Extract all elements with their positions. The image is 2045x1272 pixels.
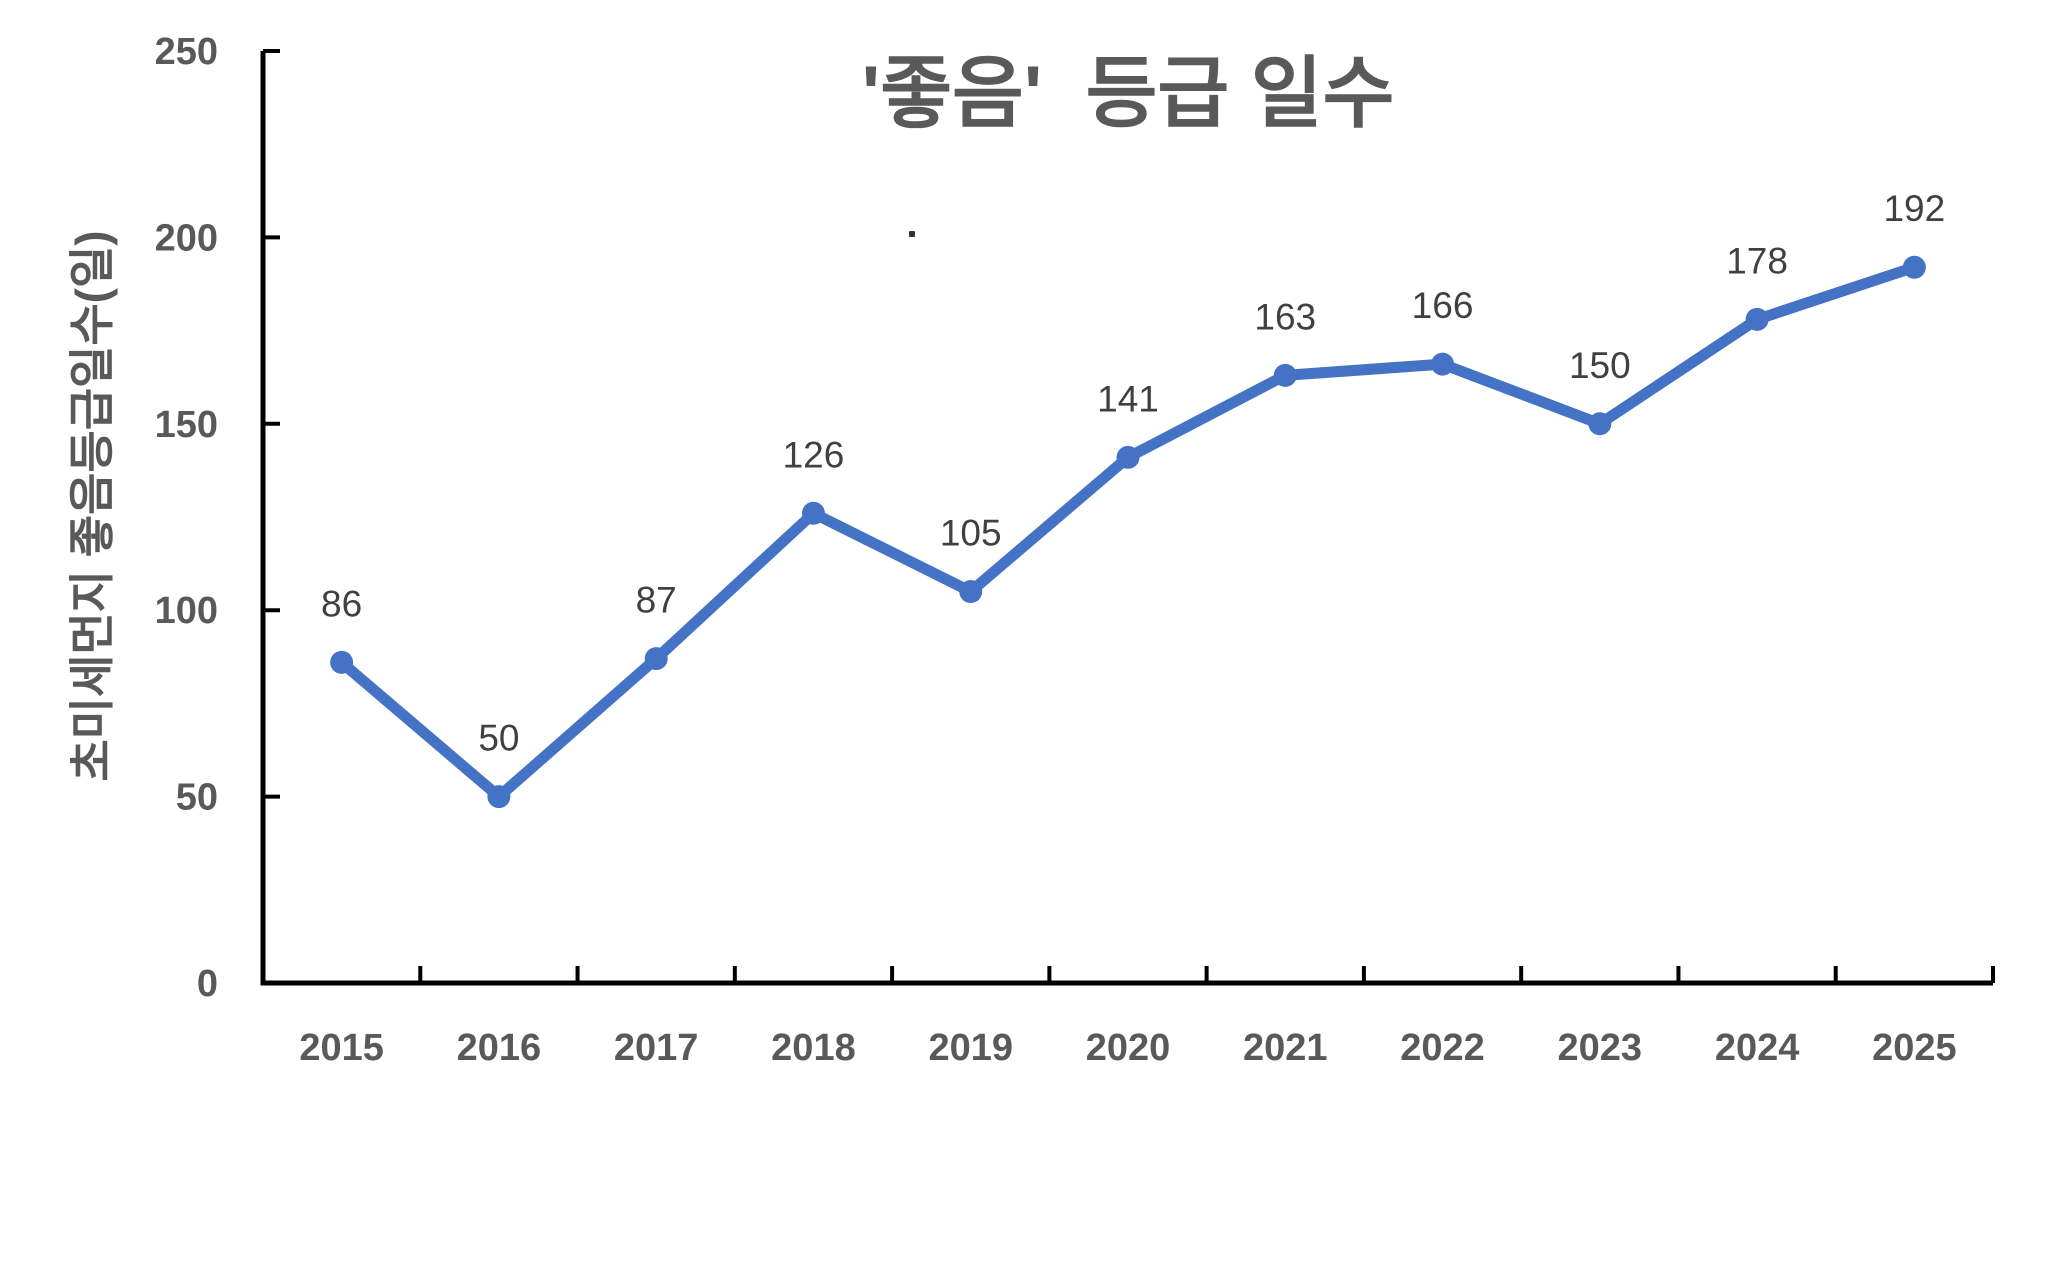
- x-tick-label: 2019: [928, 1027, 1013, 1069]
- data-point-label: 192: [1883, 188, 1945, 229]
- data-point-marker: [959, 580, 983, 604]
- y-tick-label: 250: [155, 31, 218, 73]
- y-tick-label: 150: [155, 404, 218, 446]
- x-tick-label: 2017: [614, 1027, 699, 1069]
- stray-dot-artifact: [909, 231, 915, 237]
- data-point-marker: [487, 785, 511, 809]
- y-axis-title: 초미세먼지 좋음등급일수(일): [66, 230, 118, 782]
- y-tick-label: 50: [176, 777, 218, 819]
- x-tick-label: 2025: [1872, 1027, 1957, 1069]
- data-point-label: 86: [321, 583, 362, 624]
- data-point-marker: [801, 501, 825, 525]
- data-point-marker: [1745, 307, 1769, 331]
- x-tick-label: 2023: [1558, 1027, 1643, 1069]
- data-point-marker: [1431, 352, 1455, 376]
- data-point-marker: [1116, 445, 1140, 469]
- data-point-label: 50: [478, 718, 519, 759]
- axis-lines: [260, 51, 1993, 986]
- chart-title: '좋음' 등급 일수: [861, 49, 1395, 137]
- data-point-label: 105: [940, 513, 1002, 554]
- x-tick-label: 2020: [1086, 1027, 1171, 1069]
- x-tick-label: 2018: [771, 1027, 856, 1069]
- x-tick-label: 2022: [1400, 1027, 1485, 1069]
- x-tick-label: 2024: [1715, 1027, 1800, 1069]
- data-point-label: 178: [1726, 240, 1788, 281]
- data-point-label: 163: [1254, 296, 1316, 337]
- data-point-label: 126: [783, 434, 845, 475]
- data-point-label: 141: [1097, 378, 1159, 419]
- data-point-label: 166: [1412, 285, 1474, 326]
- data-point-marker: [644, 647, 668, 671]
- x-tick-label: 2021: [1243, 1027, 1328, 1069]
- x-tick-label: 2015: [299, 1027, 384, 1069]
- data-point-marker: [330, 650, 354, 674]
- y-tick-label: 0: [197, 963, 218, 1005]
- data-point-label: 150: [1569, 345, 1631, 386]
- y-tick-label: 200: [155, 217, 218, 259]
- y-tick-label: 100: [155, 590, 218, 632]
- series-line: [336, 261, 1920, 803]
- data-point-marker: [1902, 255, 1926, 279]
- data-point-marker: [1588, 412, 1612, 436]
- data-point-marker: [1273, 363, 1297, 387]
- data-point-label: 87: [636, 580, 677, 621]
- x-tick-label: 2016: [457, 1027, 542, 1069]
